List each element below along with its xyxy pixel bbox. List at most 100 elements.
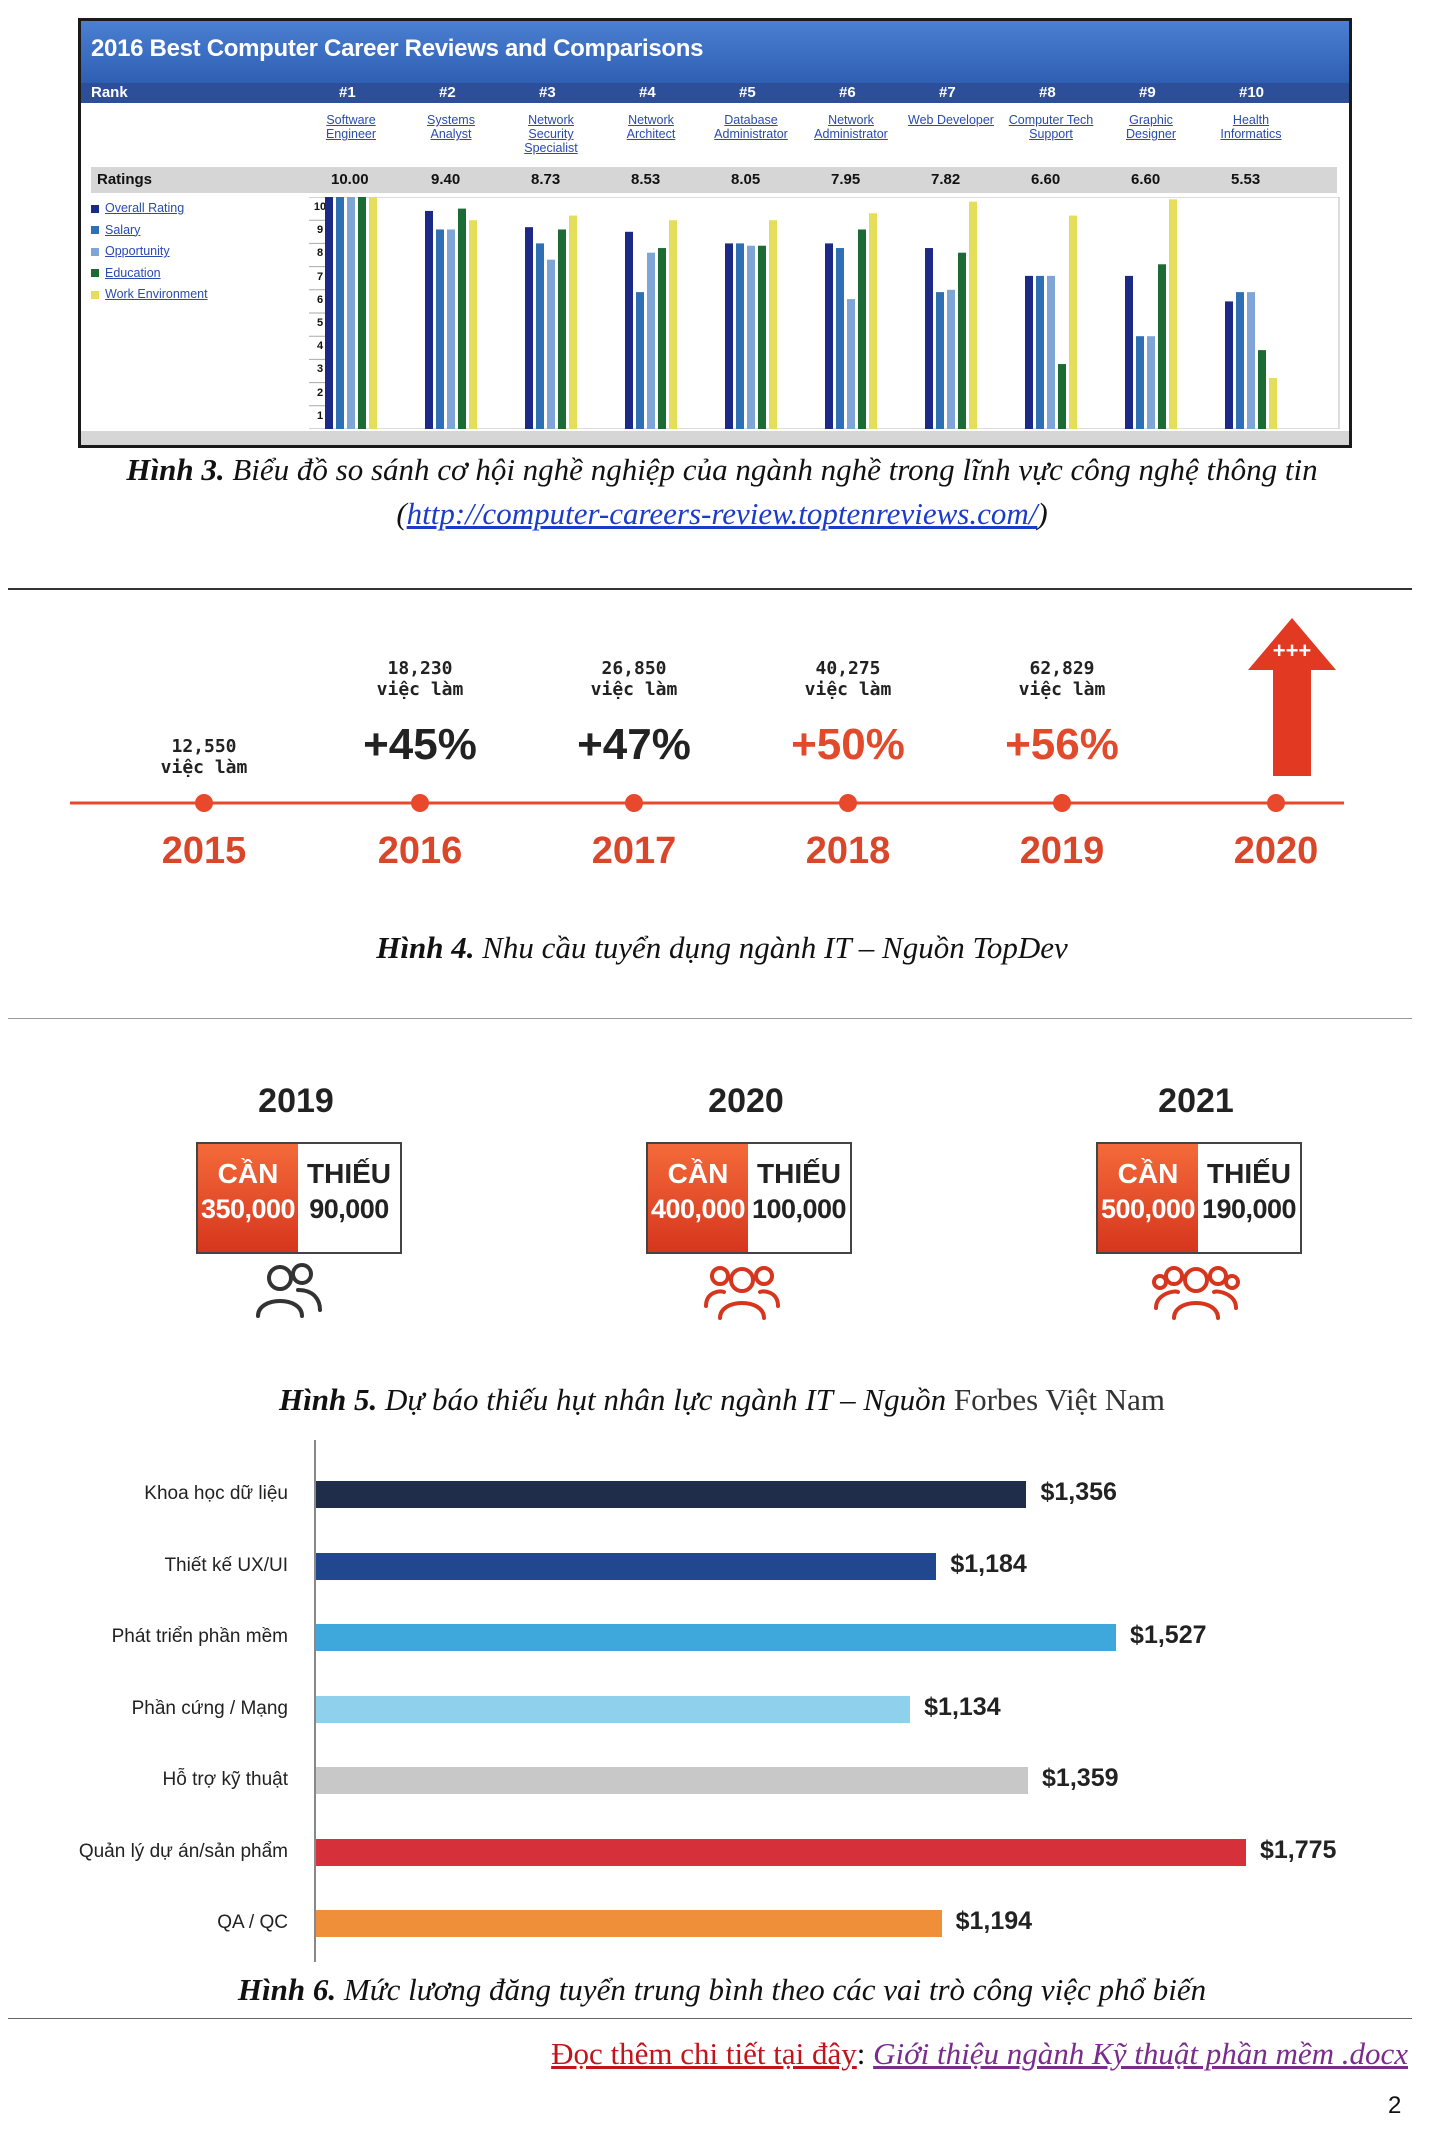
bar-opportunity [647, 252, 655, 429]
job-link[interactable]: Network Architect [603, 113, 699, 141]
salary-bar [316, 1481, 1027, 1508]
salary-value: $1,359 [1042, 1764, 1119, 1792]
rating-score: 7.82 [931, 171, 961, 188]
job-link[interactable]: Systems Analyst [403, 113, 499, 141]
job-name-line: Specialist [524, 141, 578, 155]
bar-opportunity [1047, 275, 1055, 429]
bar-overall-rating [525, 227, 533, 429]
bar-salary [736, 243, 744, 429]
need-value: 500,000 [1100, 1194, 1196, 1224]
timeline-dot [839, 794, 857, 812]
job-count-value: 26,850 [601, 658, 667, 679]
legend-item[interactable]: Education [91, 266, 161, 280]
tick-label: 7 [316, 270, 324, 283]
page-number: 2 [1388, 2092, 1402, 2119]
shortage-label: THIẾU [757, 1158, 841, 1189]
need-label: CẦN [667, 1158, 729, 1189]
job-link[interactable]: Health Informatics [1203, 113, 1299, 141]
rating-score: 6.60 [1031, 171, 1061, 188]
bar-work-environment [969, 201, 977, 429]
tick-label: 9 [316, 224, 324, 237]
growth-arrow-icon [1248, 618, 1336, 776]
job-link[interactable]: Web Developer [903, 113, 999, 127]
job-count: 12,550 việc làm [134, 736, 274, 778]
job-link[interactable]: Network Administrator [803, 113, 899, 141]
job-name-line: Architect [626, 127, 676, 141]
rating-score: 6.60 [1131, 171, 1161, 188]
growth-percent: +56% [1005, 720, 1119, 769]
job-count-value: 12,550 [171, 736, 237, 757]
job-count-value: 18,230 [387, 658, 453, 679]
ratings-label: Ratings [97, 171, 153, 188]
bar-opportunity [747, 245, 755, 429]
legend-item[interactable]: Work Environment [91, 287, 208, 301]
salary-bar [316, 1838, 1246, 1866]
salary-bar [316, 1767, 1029, 1794]
read-more-prefix[interactable]: Đọc thêm chi tiết tại đây [551, 2036, 857, 2071]
year-label: 2017 [591, 830, 677, 872]
shortage-cell: THIẾU 100,000 [748, 1144, 850, 1252]
role-label: Phát triển phần mềm [111, 1626, 288, 1647]
bar-salary [936, 292, 944, 429]
rank-number: #4 [639, 84, 656, 101]
chart-header: 2016 Best Computer Career Reviews and Co… [81, 21, 1349, 83]
growth-percent: +50% [791, 720, 905, 769]
salary-value: $1,194 [955, 1907, 1033, 1935]
job-link[interactable]: Software Engineer [303, 113, 399, 141]
forecast-year: 2020 [708, 1082, 784, 1120]
bar-overall-rating [925, 248, 933, 429]
y-axis [314, 1440, 316, 1962]
tick-label: 4 [316, 340, 324, 353]
forecast-year: 2021 [1158, 1082, 1234, 1120]
shortage-value: 100,000 [751, 1194, 847, 1224]
legend-item[interactable]: Salary [91, 223, 140, 237]
salary-value: $1,134 [924, 1692, 1001, 1721]
bar-salary [836, 248, 844, 429]
year-label: 2018 [805, 830, 891, 872]
shortage-label: THIẾU [307, 1158, 391, 1189]
legend-item[interactable]: Overall Rating [91, 201, 184, 215]
fig5-caption-text: Dự báo thiếu hụt nhân lực ngành IT – Ngu… [377, 1382, 954, 1417]
fig3-caption: Hình 3. Biểu đồ so sánh cơ hội nghề nghi… [0, 448, 1444, 492]
fig3-source: (http://computer-careers-review.toptenre… [396, 496, 1048, 531]
job-link[interactable]: Database Administrator [703, 113, 799, 141]
bar-education [658, 248, 666, 429]
tick-label: 8 [316, 247, 324, 260]
bar-salary [1236, 292, 1244, 429]
job-count: 40,275 việc làm [778, 658, 918, 700]
job-link[interactable]: Computer Tech Support [1003, 113, 1099, 141]
fig4-caption-text: Nhu cầu tuyển dụng ngành IT – Nguồn TopD… [474, 930, 1068, 965]
salary-value: $1,184 [950, 1549, 1027, 1578]
job-count-unit: việc làm [376, 679, 464, 700]
people-icon [704, 1266, 780, 1320]
bar-education [458, 208, 466, 429]
job-link[interactable]: Graphic Designer [1103, 113, 1199, 141]
fig5-caption-label: Hình 5. [279, 1382, 378, 1417]
bar-education [1158, 264, 1166, 429]
read-more-link[interactable]: Giới thiệu ngành Kỹ thuật phần mềm .docx [873, 2036, 1408, 2071]
timeline-dot [411, 794, 429, 812]
fig6-caption-label: Hình 6. [237, 1972, 337, 2007]
bar-work-environment [569, 215, 577, 429]
fig3-caption-text: Biểu đồ so sánh cơ hội nghề nghiệp của n… [224, 452, 1318, 487]
legend-item[interactable]: Opportunity [91, 244, 170, 258]
salary-bar [316, 1624, 1117, 1651]
need-cell: CẦN 350,000 [198, 1144, 298, 1252]
job-link[interactable]: Network Security Specialist [503, 113, 599, 155]
legend-label: Education [105, 265, 161, 280]
rating-score: 8.53 [631, 171, 661, 188]
fig3-source-link[interactable]: http://computer-careers-review.toptenrev… [406, 496, 1038, 531]
job-name-line: Health [1232, 113, 1270, 127]
job-count-unit: việc làm [160, 757, 248, 778]
rank-number: #7 [939, 84, 956, 101]
job-count: 26,850 việc làm [564, 658, 704, 700]
bar-salary [436, 229, 444, 429]
tick-label: 5 [316, 317, 324, 329]
job-name-line: Network [628, 113, 674, 127]
legend-swatch [91, 204, 99, 213]
bar-work-environment [669, 220, 677, 429]
bar-opportunity [847, 299, 855, 429]
timeline-dot [1053, 794, 1071, 812]
timeline-dot [625, 794, 643, 812]
tick-label: 1 [316, 409, 324, 422]
